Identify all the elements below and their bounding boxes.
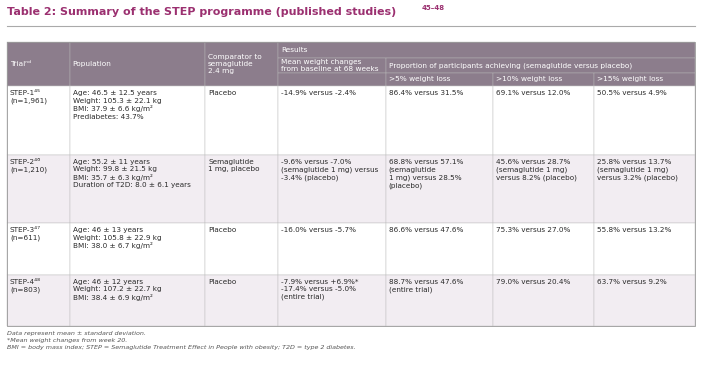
Bar (205, 223, 278, 275)
Bar (7, 223, 69, 275)
Bar (278, 42, 695, 58)
Bar (278, 58, 385, 73)
Bar (278, 223, 385, 275)
Bar (385, 58, 695, 73)
Text: STEP-1⁴⁵
(n=1,961): STEP-1⁴⁵ (n=1,961) (10, 90, 47, 104)
Bar (7, 42, 69, 86)
Bar (385, 155, 494, 223)
Bar (7, 155, 69, 223)
Text: Age: 46 ± 13 years
Weight: 105.8 ± 22.9 kg
BMI: 38.0 ± 6.7 kg/m²: Age: 46 ± 13 years Weight: 105.8 ± 22.9 … (72, 227, 161, 249)
Text: Population: Population (72, 61, 112, 67)
Text: 69.1% versus 12.0%: 69.1% versus 12.0% (496, 90, 571, 96)
Bar (594, 86, 695, 155)
Bar (205, 155, 278, 223)
Text: Placebo: Placebo (208, 278, 237, 285)
Text: 79.0% versus 20.4%: 79.0% versus 20.4% (496, 278, 571, 285)
Text: STEP-4⁴⁸
(n=803): STEP-4⁴⁸ (n=803) (10, 278, 41, 293)
Text: 88.7% versus 47.6%
(entire trial): 88.7% versus 47.6% (entire trial) (389, 278, 463, 293)
Bar (494, 73, 594, 86)
Bar (69, 86, 205, 155)
Text: >5% weight loss: >5% weight loss (389, 77, 450, 82)
Bar (494, 223, 594, 275)
Text: -14.9% versus -2.4%: -14.9% versus -2.4% (281, 90, 356, 96)
Bar (205, 42, 278, 86)
Text: Age: 46 ± 12 years
Weight: 107.2 ± 22.7 kg
BMI: 38.4 ± 6.9 kg/m²: Age: 46 ± 12 years Weight: 107.2 ± 22.7 … (72, 278, 161, 301)
Text: Age: 46.5 ± 12.5 years
Weight: 105.3 ± 22.1 kg
BMI: 37.9 ± 6.6 kg/m²
Prediabetes: Age: 46.5 ± 12.5 years Weight: 105.3 ± 2… (72, 90, 161, 120)
Bar (278, 155, 385, 223)
Text: Table 2: Summary of the STEP programme (published studies): Table 2: Summary of the STEP programme (… (7, 7, 396, 17)
Text: Data represent mean ± standard deviation.
*Mean weight changes from week 20.
BMI: Data represent mean ± standard deviation… (7, 331, 356, 350)
Text: Placebo: Placebo (208, 227, 237, 233)
Text: 45–48: 45–48 (422, 5, 445, 11)
Text: -7.9% versus +6.9%*
-17.4% versus -5.0%
(entire trial): -7.9% versus +6.9%* -17.4% versus -5.0% … (281, 278, 359, 300)
Text: 86.6% versus 47.6%: 86.6% versus 47.6% (389, 227, 463, 233)
Bar (7, 275, 69, 326)
Text: Comparator to
semaglutide
2.4 mg: Comparator to semaglutide 2.4 mg (208, 54, 262, 74)
Bar (494, 86, 594, 155)
Text: 68.8% versus 57.1%
(semaglutide
1 mg) versus 28.5%
(placebo): 68.8% versus 57.1% (semaglutide 1 mg) ve… (389, 159, 463, 188)
Bar (69, 223, 205, 275)
Bar (385, 275, 494, 326)
Text: Trialⁿᵈ: Trialⁿᵈ (10, 61, 31, 67)
Bar (385, 223, 494, 275)
Text: 86.4% versus 31.5%: 86.4% versus 31.5% (389, 90, 463, 96)
Text: 75.3% versus 27.0%: 75.3% versus 27.0% (496, 227, 571, 233)
Text: -16.0% versus -5.7%: -16.0% versus -5.7% (281, 227, 356, 233)
Text: Placebo: Placebo (208, 90, 237, 96)
Bar (594, 155, 695, 223)
Text: 25.8% versus 13.7%
(semaglutide 1 mg)
versus 3.2% (placebo): 25.8% versus 13.7% (semaglutide 1 mg) ve… (597, 159, 678, 180)
Bar (278, 86, 385, 155)
Bar (7, 86, 69, 155)
Bar (205, 86, 278, 155)
Bar (385, 73, 494, 86)
Text: 45.6% versus 28.7%
(semaglutide 1 mg)
versus 8.2% (placebo): 45.6% versus 28.7% (semaglutide 1 mg) ve… (496, 159, 577, 180)
Bar (594, 223, 695, 275)
Bar (278, 73, 385, 86)
Text: >10% weight loss: >10% weight loss (496, 77, 563, 82)
Text: >15% weight loss: >15% weight loss (597, 77, 663, 82)
Text: Age: 55.2 ± 11 years
Weight: 99.8 ± 21.5 kg
BMI: 35.7 ± 6.3 kg/m²
Duration of T2: Age: 55.2 ± 11 years Weight: 99.8 ± 21.5… (72, 159, 190, 188)
Bar (494, 155, 594, 223)
Text: Proportion of participants achieving (semaglutide versus placebo): Proportion of participants achieving (se… (389, 62, 632, 69)
Bar (385, 86, 494, 155)
Text: STEP-3⁴⁷
(n=611): STEP-3⁴⁷ (n=611) (10, 227, 41, 241)
Text: Semaglutide
1 mg, placebo: Semaglutide 1 mg, placebo (208, 159, 260, 172)
Text: STEP-2⁴⁶
(n=1,210): STEP-2⁴⁶ (n=1,210) (10, 159, 47, 173)
Bar (594, 275, 695, 326)
Bar (594, 73, 695, 86)
Text: Mean weight changes
from baseline at 68 weeks: Mean weight changes from baseline at 68 … (281, 59, 378, 72)
Bar (7, 42, 695, 326)
Bar (69, 155, 205, 223)
Text: 63.7% versus 9.2%: 63.7% versus 9.2% (597, 278, 667, 285)
Text: 55.8% versus 13.2%: 55.8% versus 13.2% (597, 227, 672, 233)
Bar (205, 275, 278, 326)
Bar (278, 275, 385, 326)
Bar (69, 42, 205, 86)
Bar (494, 275, 594, 326)
Text: Results: Results (281, 47, 307, 53)
Text: -9.6% versus -7.0%
(semaglutide 1 mg) versus
-3.4% (placebo): -9.6% versus -7.0% (semaglutide 1 mg) ve… (281, 159, 378, 180)
Bar (69, 275, 205, 326)
Text: 50.5% versus 4.9%: 50.5% versus 4.9% (597, 90, 667, 96)
